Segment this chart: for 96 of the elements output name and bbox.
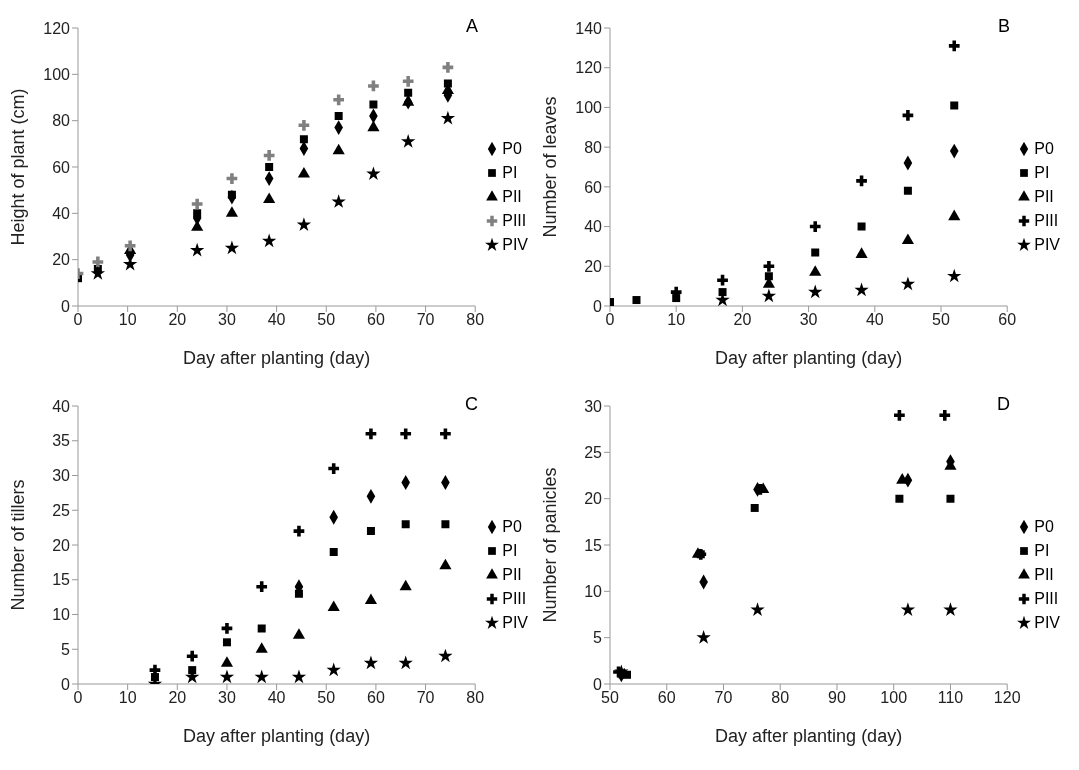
y-tick-label: 30 [52, 467, 71, 485]
x-tick-label: 90 [828, 689, 846, 707]
x-tick-label: 80 [466, 311, 485, 329]
legend-label: PIII [502, 590, 527, 608]
x-tick-label: 50 [932, 311, 950, 329]
y-tick-label: 100 [575, 99, 603, 117]
x-axis-title: Day after planting (day) [183, 726, 371, 746]
x-tick-label: 60 [657, 689, 676, 707]
legend-label: PII [1034, 566, 1054, 584]
y-tick-label: 40 [584, 218, 603, 236]
legend-label: PIV [502, 614, 528, 632]
y-tick-label: 25 [584, 444, 603, 462]
chart-title: D [997, 394, 1010, 415]
legend-label: PI [1034, 164, 1050, 182]
x-axis-title: Day after planting (day) [715, 726, 903, 746]
legend-label: PIV [502, 236, 528, 254]
legend-label: PII [1034, 188, 1054, 206]
x-tick-label: 10 [667, 311, 686, 329]
y-tick-label: 20 [52, 536, 71, 554]
y-axis-title: Number of leaves [540, 96, 561, 238]
y-tick-label: 0 [593, 675, 603, 693]
x-tick-label: 100 [880, 689, 908, 707]
y-tick-label: 80 [584, 138, 603, 156]
y-tick-label: 15 [584, 536, 603, 554]
legend-label: PI [1034, 542, 1050, 560]
y-tick-label: 120 [43, 19, 71, 37]
y-tick-label: 20 [584, 490, 603, 508]
y-tick-label: 40 [52, 205, 71, 223]
x-tick-label: 50 [317, 311, 336, 329]
x-tick-label: 20 [168, 311, 187, 329]
legend-label: PII [502, 566, 522, 584]
legend-label: PIII [1034, 590, 1059, 608]
y-tick-label: 60 [52, 158, 71, 176]
y-axis-title: Number of tillers [8, 479, 29, 611]
x-tick-label: 0 [605, 311, 615, 329]
y-axis-title: Number of panicles [540, 467, 561, 623]
legend-label: PII [502, 188, 522, 206]
legend-label: PI [502, 542, 518, 560]
legend-label: PIII [502, 212, 527, 230]
x-tick-label: 50 [601, 689, 619, 707]
x-tick-label: 70 [714, 689, 733, 707]
x-axis-title: Day after planting (day) [715, 348, 903, 368]
x-tick-label: 30 [218, 311, 236, 329]
x-tick-label: 110 [937, 689, 964, 707]
y-tick-label: 30 [584, 397, 603, 415]
y-tick-label: 100 [43, 66, 71, 84]
y-tick-label: 10 [52, 606, 71, 624]
x-tick-label: 60 [998, 311, 1017, 329]
y-tick-label: 15 [52, 571, 71, 589]
x-tick-label: 10 [118, 311, 137, 329]
x-tick-label: 60 [367, 311, 385, 329]
y-tick-label: 0 [593, 297, 603, 315]
x-tick-label: 120 [993, 689, 1021, 707]
y-tick-label: 35 [52, 432, 71, 450]
x-tick-label: 0 [73, 311, 83, 329]
y-tick-label: 10 [584, 583, 603, 601]
x-tick-label: 30 [799, 311, 818, 329]
y-axis-title: Height of plant (cm) [8, 88, 29, 246]
legend-label: P0 [502, 518, 522, 536]
y-tick-label: 5 [61, 640, 71, 658]
x-tick-label: 80 [771, 689, 790, 707]
x-tick-label: 50 [317, 689, 336, 707]
legend-label: PIV [1034, 236, 1060, 254]
y-tick-label: 120 [575, 59, 603, 77]
x-axis-title: Day after planting (day) [183, 348, 371, 368]
x-tick-label: 40 [267, 689, 286, 707]
y-tick-label: 60 [584, 178, 603, 196]
x-tick-label: 40 [267, 311, 286, 329]
x-tick-label: 40 [865, 311, 884, 329]
chart-title: C [465, 394, 478, 415]
x-tick-label: 0 [73, 689, 83, 707]
x-tick-label: 10 [118, 689, 137, 707]
x-tick-label: 60 [367, 689, 385, 707]
x-tick-label: 30 [218, 689, 236, 707]
legend-label: PI [502, 164, 518, 182]
legend-label: P0 [1034, 140, 1054, 158]
legend-label: P0 [1034, 518, 1054, 536]
y-tick-label: 80 [52, 112, 71, 130]
legend-label: P0 [502, 140, 522, 158]
y-tick-label: 140 [575, 19, 603, 37]
legend-label: PIV [1034, 614, 1060, 632]
legend-label: PIII [1034, 212, 1059, 230]
y-tick-label: 5 [593, 629, 603, 647]
x-tick-label: 70 [416, 311, 435, 329]
x-tick-label: 70 [416, 689, 435, 707]
y-tick-label: 0 [61, 297, 71, 315]
y-tick-label: 40 [52, 397, 71, 415]
x-tick-label: 20 [733, 311, 752, 329]
x-tick-label: 80 [466, 689, 485, 707]
y-tick-label: 20 [52, 251, 71, 269]
y-tick-label: 25 [52, 501, 71, 519]
y-tick-label: 0 [61, 675, 71, 693]
y-tick-label: 20 [584, 257, 603, 275]
chart-title: B [997, 16, 1010, 37]
x-tick-label: 20 [168, 689, 187, 707]
chart-title: A [465, 16, 478, 37]
